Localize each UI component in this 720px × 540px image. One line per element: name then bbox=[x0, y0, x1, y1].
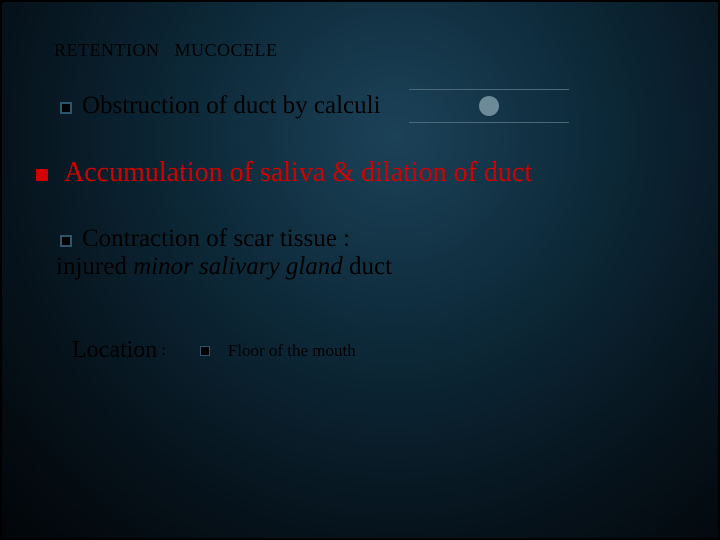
location-label: Location bbox=[72, 337, 157, 364]
bullet-1-text: Obstruction of duct by calculi bbox=[82, 92, 381, 120]
slide-title: RETENTION MUCOCELE bbox=[54, 40, 678, 61]
circle-icon bbox=[479, 96, 499, 116]
bullet-3-line-2: injured minor salivary gland duct bbox=[56, 253, 678, 281]
bullet-3-text-2c: duct bbox=[343, 253, 392, 280]
square-bullet-icon bbox=[60, 235, 72, 247]
location-row: Location : Floor of the mouth bbox=[72, 337, 678, 364]
location-value: Floor of the mouth bbox=[228, 341, 356, 361]
square-bullet-icon bbox=[60, 102, 72, 114]
bullet-row-3: Contraction of scar tissue : injured min… bbox=[60, 225, 678, 281]
bullet-2-text: Accumulation of saliva & dilation of duc… bbox=[64, 157, 532, 189]
bullet-3-text-2b: minor salivary gland bbox=[133, 253, 343, 280]
divider-line-top bbox=[409, 89, 569, 90]
slide: RETENTION MUCOCELE Obstruction of duct b… bbox=[0, 0, 720, 540]
bullet-3-text-1: Contraction of scar tissue : bbox=[82, 225, 350, 253]
bullet-3-line-1: Contraction of scar tissue : bbox=[60, 225, 678, 253]
square-bullet-small-icon bbox=[200, 346, 210, 356]
location-colon: : bbox=[161, 342, 165, 360]
bullet-row-1: Obstruction of duct by calculi bbox=[60, 89, 678, 123]
square-bullet-red-icon bbox=[36, 169, 48, 181]
bullet-3-text-2a: injured bbox=[56, 253, 133, 280]
bullet-row-2: Accumulation of saliva & dilation of duc… bbox=[36, 157, 678, 189]
divider-line-bottom bbox=[409, 122, 569, 123]
divider-graphic bbox=[409, 89, 569, 123]
